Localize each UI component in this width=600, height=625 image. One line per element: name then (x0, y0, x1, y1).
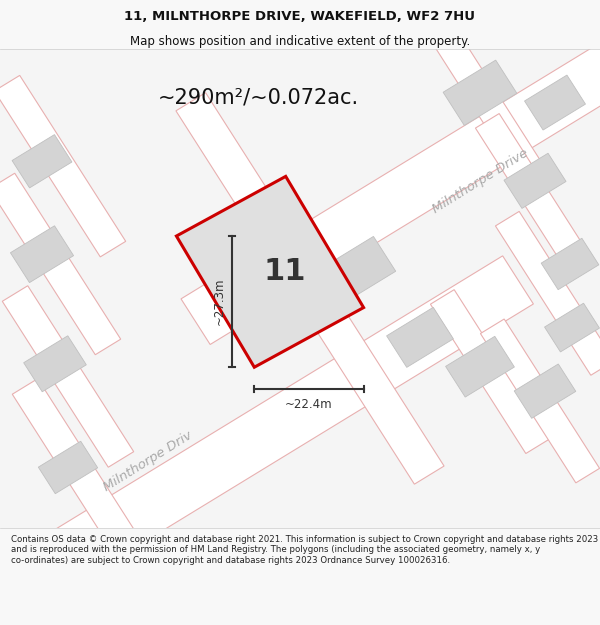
Text: Milnthorpe Driv: Milnthorpe Driv (101, 429, 195, 494)
Polygon shape (2, 286, 134, 468)
Polygon shape (0, 76, 126, 257)
Polygon shape (176, 176, 364, 368)
Text: 11: 11 (264, 258, 306, 286)
Polygon shape (23, 336, 86, 392)
Polygon shape (324, 236, 396, 301)
Polygon shape (430, 26, 550, 189)
Polygon shape (541, 238, 599, 290)
Text: ~27.3m: ~27.3m (213, 278, 226, 326)
Text: Contains OS data © Crown copyright and database right 2021. This information is : Contains OS data © Crown copyright and d… (11, 535, 598, 565)
Polygon shape (10, 226, 74, 282)
Polygon shape (514, 364, 576, 418)
Polygon shape (0, 173, 121, 355)
Text: ~22.4m: ~22.4m (285, 398, 333, 411)
Polygon shape (504, 153, 566, 208)
Polygon shape (496, 211, 600, 375)
Polygon shape (545, 303, 599, 352)
Text: Milnthorpe Drive: Milnthorpe Drive (430, 146, 530, 216)
Polygon shape (475, 114, 595, 278)
Polygon shape (430, 289, 550, 454)
Polygon shape (12, 134, 72, 188)
Polygon shape (176, 92, 444, 484)
Polygon shape (443, 60, 517, 126)
Polygon shape (524, 75, 586, 130)
Polygon shape (446, 336, 514, 397)
Polygon shape (181, 0, 600, 344)
Text: 11, MILNTHORPE DRIVE, WAKEFIELD, WF2 7HU: 11, MILNTHORPE DRIVE, WAKEFIELD, WF2 7HU (125, 10, 476, 22)
Text: Map shows position and indicative extent of the property.: Map shows position and indicative extent… (130, 35, 470, 48)
Polygon shape (0, 256, 533, 625)
Polygon shape (386, 308, 454, 368)
Polygon shape (12, 379, 144, 560)
Polygon shape (481, 319, 599, 483)
Polygon shape (38, 441, 98, 494)
Text: ~290m²/~0.072ac.: ~290m²/~0.072ac. (157, 88, 359, 108)
